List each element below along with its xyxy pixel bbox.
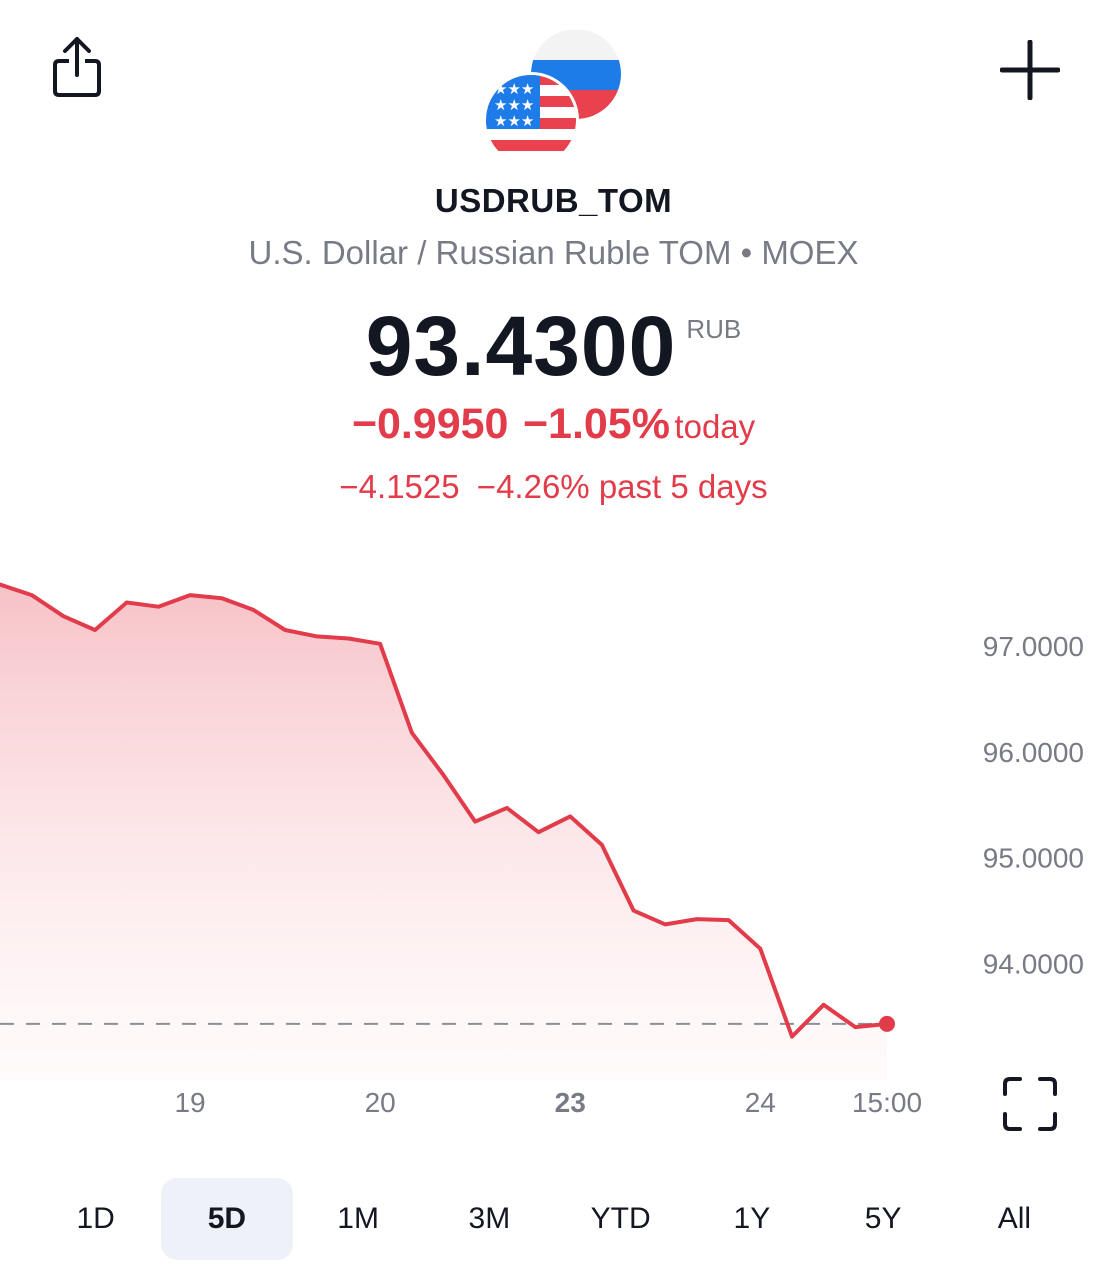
y-tick-label: 94.0000 bbox=[983, 949, 1084, 980]
svg-text:★★★: ★★★ bbox=[494, 96, 534, 114]
y-axis: 97.0000 96.0000 95.0000 94.0000 bbox=[983, 631, 1084, 980]
y-tick-label: 96.0000 bbox=[983, 737, 1084, 768]
price-row: 93.4300 RUB bbox=[0, 298, 1107, 395]
price-chart[interactable]: 97.0000 96.0000 95.0000 94.0000 19 20 23 24 15:… bbox=[0, 540, 1107, 1130]
x-axis: 19 20 23 24 15:00 bbox=[174, 1087, 922, 1118]
change-today-label: today bbox=[674, 408, 756, 445]
change-today-value: −0.9950 bbox=[351, 400, 509, 448]
range-all[interactable]: All bbox=[997, 1202, 1032, 1235]
change-5d-row: −4.1525 −4.26% past 5 days bbox=[0, 468, 1107, 506]
x-tick-label: 19 bbox=[174, 1087, 205, 1118]
fullscreen-button[interactable] bbox=[996, 1070, 1064, 1138]
last-price-marker bbox=[879, 1015, 895, 1032]
svg-text:★★★: ★★★ bbox=[494, 112, 534, 130]
share-icon bbox=[53, 37, 101, 97]
y-tick-label: 97.0000 bbox=[983, 631, 1084, 662]
change-5d-percent: −4.26% bbox=[476, 468, 590, 505]
range-ytd[interactable]: YTD bbox=[590, 1202, 651, 1235]
change-5d-label: past 5 days bbox=[598, 468, 768, 505]
plus-icon bbox=[1000, 40, 1060, 100]
range-5y[interactable]: 5Y bbox=[864, 1202, 902, 1235]
range-1m[interactable]: 1M bbox=[337, 1202, 379, 1235]
x-tick-label: 15:00 bbox=[852, 1087, 922, 1118]
change-5d-value: −4.1525 bbox=[339, 468, 460, 505]
symbol-description: U.S. Dollar / Russian Ruble TOM • MOEX bbox=[248, 234, 859, 271]
currency-pair-flags: ★★★ ★★★ ★★★ bbox=[483, 30, 624, 170]
x-tick-label: 23 bbox=[555, 1087, 586, 1118]
range-1y[interactable]: 1Y bbox=[733, 1202, 771, 1235]
range-1d[interactable]: 1D bbox=[76, 1202, 115, 1235]
svg-text:★★★: ★★★ bbox=[494, 80, 534, 98]
expand-icon bbox=[1003, 1077, 1057, 1131]
symbol-title: USDRUB_TOM bbox=[434, 182, 673, 219]
change-today-percent: −1.05% bbox=[522, 400, 670, 448]
price-currency: RUB bbox=[686, 314, 742, 344]
add-to-watchlist-button[interactable] bbox=[990, 30, 1070, 110]
range-selector: 1D 5D 1M 3M YTD 1Y 5Y All bbox=[30, 1178, 1080, 1260]
range-3m[interactable]: 3M bbox=[468, 1202, 511, 1235]
change-today-row: −0.9950 −1.05% today bbox=[0, 400, 1107, 449]
price-area-fill bbox=[0, 584, 887, 1080]
x-tick-label: 20 bbox=[365, 1087, 396, 1118]
price-line bbox=[0, 582, 889, 1039]
range-5d[interactable]: 5D bbox=[161, 1178, 293, 1260]
y-tick-label: 95.0000 bbox=[983, 843, 1084, 874]
last-price: 93.4300 bbox=[365, 299, 677, 393]
x-tick-label: 24 bbox=[745, 1087, 776, 1118]
usa-flag-icon: ★★★ ★★★ ★★★ bbox=[486, 75, 576, 165]
share-button[interactable] bbox=[40, 30, 114, 104]
